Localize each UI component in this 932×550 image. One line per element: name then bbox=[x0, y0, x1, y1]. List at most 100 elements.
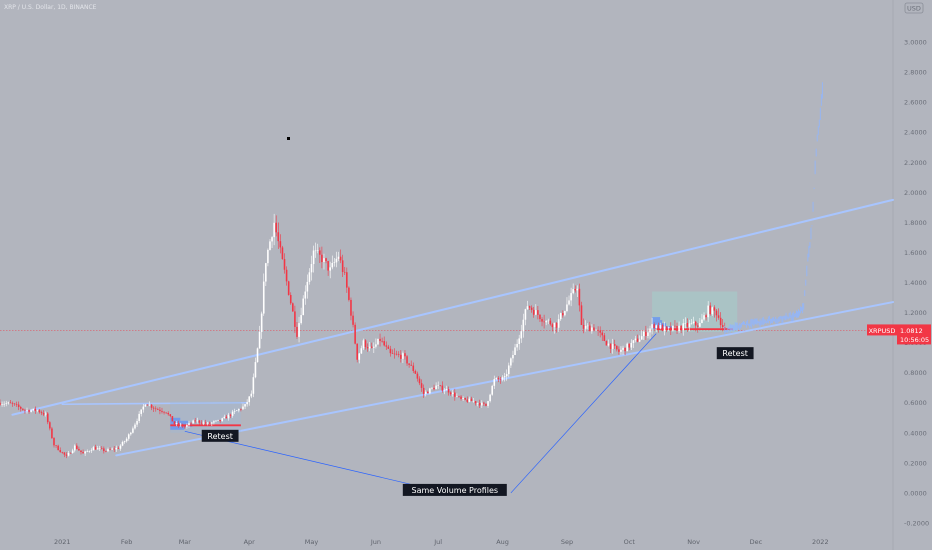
candle-body bbox=[188, 423, 190, 426]
candle-body bbox=[248, 396, 251, 403]
candle-body bbox=[159, 409, 161, 411]
candle-body bbox=[701, 319, 703, 324]
candle-body bbox=[57, 445, 59, 451]
candle-body bbox=[537, 310, 539, 315]
volume-profile-bar bbox=[652, 323, 667, 327]
currency-button[interactable] bbox=[904, 2, 924, 14]
candle-body bbox=[628, 343, 631, 348]
candle-body bbox=[669, 327, 672, 331]
candle-body bbox=[294, 311, 296, 327]
candle-body bbox=[653, 324, 655, 328]
candle-body bbox=[225, 416, 228, 419]
candle-body bbox=[645, 331, 647, 336]
candle-body bbox=[30, 410, 32, 412]
candle-body bbox=[146, 404, 149, 406]
x-tick-label: Jun bbox=[370, 538, 381, 546]
candle-body bbox=[36, 410, 39, 411]
candle-body bbox=[703, 315, 705, 320]
candle-body bbox=[190, 423, 192, 424]
candle-body bbox=[358, 353, 361, 360]
candle-body bbox=[443, 390, 446, 391]
candle-body bbox=[231, 411, 234, 416]
candle-body bbox=[713, 307, 716, 311]
candle-body bbox=[76, 445, 78, 449]
candle-body bbox=[368, 346, 371, 349]
candle-body bbox=[651, 324, 653, 329]
candle-body bbox=[262, 281, 265, 314]
candle-body bbox=[576, 288, 579, 291]
annotation-box[interactable] bbox=[201, 429, 239, 442]
candle-body bbox=[605, 340, 608, 346]
candle-body bbox=[684, 323, 687, 324]
candle-body bbox=[254, 362, 257, 378]
annotation-box[interactable] bbox=[716, 347, 754, 360]
candle-body bbox=[292, 303, 294, 312]
small-channel-upper-line[interactable] bbox=[61, 401, 248, 406]
candle-body bbox=[586, 325, 589, 327]
candle-body bbox=[551, 324, 554, 328]
candle-body bbox=[88, 451, 91, 452]
candle-body bbox=[674, 325, 676, 327]
volume-profile-bar bbox=[652, 317, 661, 321]
candle-body bbox=[67, 452, 70, 456]
candle-body bbox=[100, 448, 103, 449]
candle-body bbox=[530, 307, 533, 310]
candle-body bbox=[638, 339, 641, 342]
candle-body bbox=[65, 454, 68, 456]
candle-body bbox=[346, 272, 348, 288]
candle-body bbox=[19, 406, 22, 409]
candle-body bbox=[707, 305, 709, 318]
candle-body bbox=[252, 377, 255, 394]
candle-body bbox=[63, 452, 66, 455]
connector-line[interactable] bbox=[510, 333, 657, 494]
y-tick-label: 1.4000 bbox=[904, 279, 927, 287]
candle-body bbox=[696, 325, 699, 327]
candle-body bbox=[640, 336, 643, 340]
candle-body bbox=[516, 344, 518, 348]
candle-body bbox=[373, 346, 375, 348]
candle-body bbox=[578, 288, 581, 306]
y-tick-label: 2.6000 bbox=[904, 99, 927, 107]
candle-body bbox=[474, 401, 477, 404]
cursor-dot bbox=[287, 137, 290, 140]
candle-body bbox=[206, 422, 209, 424]
y-tick-label: -0.2000 bbox=[904, 519, 929, 527]
candle-body bbox=[672, 325, 674, 331]
candle-body bbox=[109, 449, 111, 450]
candle-body bbox=[215, 420, 217, 422]
candle-body bbox=[406, 356, 408, 364]
candle-body bbox=[692, 321, 695, 324]
candle-body bbox=[568, 300, 570, 305]
candle-body bbox=[61, 452, 64, 453]
candle-body bbox=[466, 399, 469, 402]
candle-body bbox=[24, 409, 26, 411]
candle-body bbox=[304, 291, 307, 299]
candle-body bbox=[196, 420, 199, 422]
x-tick-label: Mar bbox=[179, 538, 192, 546]
candle-body bbox=[512, 355, 514, 359]
price-tag bbox=[897, 324, 931, 345]
candle-body bbox=[40, 412, 43, 414]
candle-body bbox=[348, 287, 350, 300]
candle-body bbox=[134, 424, 136, 429]
candle-body bbox=[229, 414, 232, 416]
candle-body bbox=[92, 447, 95, 451]
candle-body bbox=[217, 419, 219, 421]
candle-body bbox=[410, 364, 412, 366]
candle-body bbox=[462, 397, 464, 399]
candle-body bbox=[350, 299, 352, 316]
candle-body bbox=[171, 416, 174, 422]
candle-body bbox=[657, 325, 660, 329]
symbol-tag-label: XRPUSD bbox=[869, 327, 896, 335]
candle-body bbox=[541, 319, 543, 322]
candle-body bbox=[468, 398, 471, 402]
candle-body bbox=[505, 374, 508, 377]
candle-body bbox=[13, 403, 16, 405]
y-tick-label: 0.2000 bbox=[904, 459, 927, 467]
candle-body bbox=[105, 451, 107, 452]
candle-body bbox=[387, 346, 390, 349]
channel-upper-line[interactable] bbox=[11, 198, 894, 416]
candle-body bbox=[582, 324, 585, 329]
annotation-box[interactable] bbox=[402, 483, 507, 496]
